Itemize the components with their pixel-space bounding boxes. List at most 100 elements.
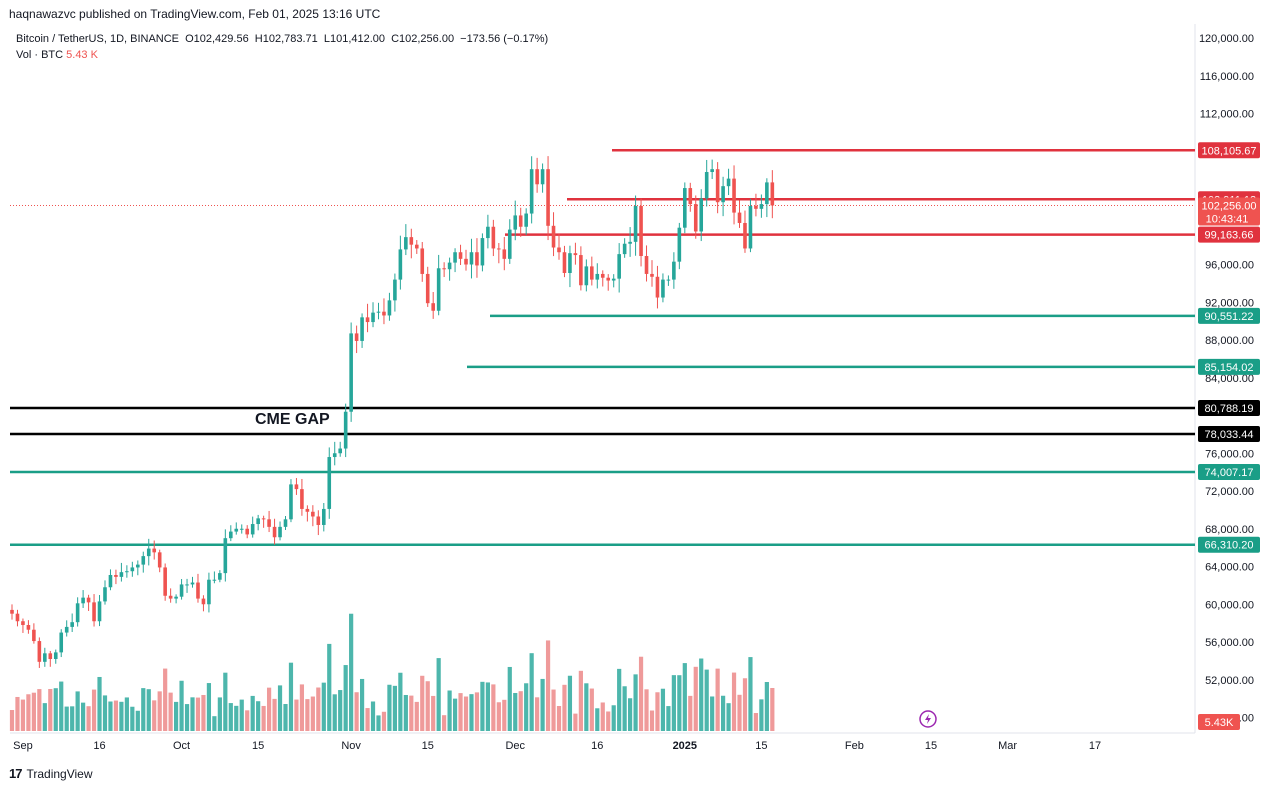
volume-bar <box>458 693 463 731</box>
volume-bar <box>649 710 655 731</box>
volume-bar <box>693 666 698 731</box>
level-price-tag-label: 78,033.44 <box>1205 429 1254 441</box>
price-tick-label: 52,000.00 <box>1205 675 1254 687</box>
volume-bar <box>622 686 627 731</box>
volume-bar <box>223 672 228 731</box>
candle-body <box>507 229 512 259</box>
volume-bar <box>327 643 332 731</box>
volume-bar <box>666 706 671 731</box>
volume-bar <box>354 692 359 731</box>
level-price-tag <box>1198 464 1260 481</box>
volume-bar <box>321 682 326 731</box>
price-tick-label: 72,000.00 <box>1205 486 1254 498</box>
candle-body <box>464 258 468 265</box>
candle-body <box>617 254 621 279</box>
volume-bar <box>113 700 119 731</box>
volume-bar <box>124 697 129 731</box>
price-tick-label: 56,000.00 <box>1205 637 1254 649</box>
time-axis[interactable]: Sep 16 Oct 15 Nov 15 Dec 16 2025 15 Feb 15 Mar 17 <box>13 740 1101 752</box>
volume-bar <box>584 683 589 731</box>
volume-bars <box>9 613 775 731</box>
volume-bar <box>540 678 545 731</box>
volume-bar <box>764 682 769 731</box>
price-tick-label: 64,000.00 <box>1205 562 1254 574</box>
candle-body <box>278 526 282 538</box>
candle-body <box>32 629 36 642</box>
volume-bar <box>9 710 15 731</box>
candle-body <box>655 276 660 298</box>
volume-bar <box>146 689 151 731</box>
candle-body <box>311 511 315 517</box>
price-axis[interactable]: 120,000.00116,000.00112,000.00108,000.00… <box>1199 33 1254 725</box>
volume-bar <box>496 702 501 731</box>
candle-body <box>595 273 600 280</box>
volume-bar <box>245 710 250 731</box>
volume-bar <box>748 657 753 731</box>
candle-body <box>163 567 167 596</box>
price-tick-label: 88,000.00 <box>1205 335 1254 347</box>
candle-body <box>748 205 753 249</box>
volume-bar <box>256 701 261 731</box>
volume-bar <box>102 695 108 731</box>
candle-body <box>611 278 616 281</box>
candle-body <box>212 579 217 581</box>
volume-bar <box>529 653 534 731</box>
candle-body <box>666 279 671 281</box>
volume-bar <box>398 672 403 731</box>
volume-bar <box>141 688 146 731</box>
replay-icon[interactable] <box>919 710 937 728</box>
volume-bar <box>387 684 392 731</box>
candle-body <box>92 602 96 622</box>
level-price-tag <box>1198 226 1260 243</box>
volume-bar <box>370 701 376 731</box>
volume-bar <box>715 668 720 731</box>
volume-bar <box>442 715 447 731</box>
time-tick-label: Oct <box>173 740 190 752</box>
candles <box>10 156 775 668</box>
time-tick-label: 16 <box>591 740 603 752</box>
level-price-tag-label: 66,310.20 <box>1205 540 1254 552</box>
candle-body <box>130 567 135 572</box>
candle-body <box>562 252 567 273</box>
volume-bar <box>567 675 573 731</box>
candle-body <box>26 625 31 630</box>
candle-body <box>398 249 403 280</box>
volume-legend[interactable]: Vol · BTC 5.43 K <box>16 49 98 61</box>
volume-bar <box>31 692 36 731</box>
candle-body <box>261 518 266 520</box>
volume-bar <box>403 694 408 731</box>
horizontal-levels <box>10 149 1195 546</box>
volume-bar <box>239 699 244 731</box>
brand-name: TradingView <box>26 766 93 781</box>
time-tick-label: Dec <box>505 740 525 752</box>
volume-bar <box>108 701 113 731</box>
volume-bar <box>633 674 638 731</box>
tradingview-brand[interactable]: 17 TradingView <box>9 766 93 781</box>
volume-bar <box>119 701 124 731</box>
candle-body <box>644 256 649 274</box>
candle-body <box>376 311 381 313</box>
volume-bar <box>338 690 343 731</box>
last-price-tag <box>1198 197 1260 226</box>
candle-body <box>590 266 594 280</box>
symbol-legend[interactable]: Bitcoin / TetherUS, 1D, BINANCE O102,429… <box>16 33 551 45</box>
candle-body <box>551 225 556 248</box>
volume-bar <box>644 689 649 731</box>
close-value: C102,256.00 <box>391 33 455 45</box>
volume-bar <box>184 704 190 731</box>
candle-body <box>431 303 435 311</box>
volume-bar <box>75 691 80 731</box>
candle-body <box>53 652 58 659</box>
open-value: O102,429.56 <box>185 33 249 45</box>
price-tick-label: 76,000.00 <box>1205 448 1254 460</box>
volume-bar <box>349 613 354 731</box>
level-price-tag-label: 85,154.02 <box>1205 362 1254 374</box>
candle-body <box>491 226 496 249</box>
volume-bar <box>469 694 474 731</box>
volume-bar <box>595 708 600 731</box>
volume-bar <box>551 689 556 731</box>
volume-bar <box>190 697 195 731</box>
candle-body <box>354 333 359 341</box>
volume-bar <box>381 711 387 731</box>
